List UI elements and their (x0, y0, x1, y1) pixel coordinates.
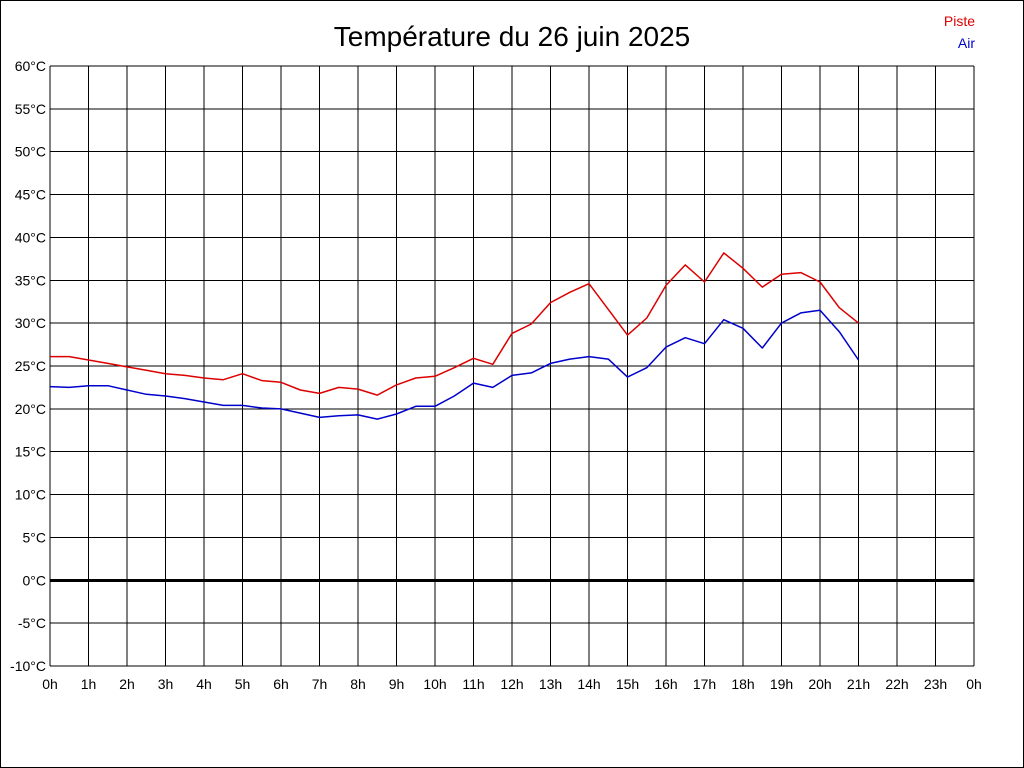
y-tick-label: 50°C (15, 144, 46, 160)
y-tick-label: 30°C (15, 315, 46, 331)
x-tick-label: 19h (770, 676, 793, 692)
x-tick-label: 22h (885, 676, 908, 692)
x-tick-label: 14h (577, 676, 600, 692)
x-tick-label: 11h (462, 676, 484, 692)
chart-title: Température du 26 juin 2025 (334, 21, 690, 52)
legend: Piste Air (944, 13, 975, 51)
x-tick-label: 15h (616, 676, 639, 692)
x-tick-label: 20h (808, 676, 831, 692)
y-tick-label: 35°C (15, 272, 46, 288)
y-tick-label: 25°C (15, 358, 46, 374)
x-tick-label: 3h (158, 676, 174, 692)
x-tick-label: 16h (654, 676, 677, 692)
x-tick-label: 18h (731, 676, 754, 692)
x-tick-label: 13h (539, 676, 562, 692)
x-tick-label: 0h (966, 676, 982, 692)
legend-entry-piste: Piste (944, 13, 975, 29)
legend-entry-air: Air (958, 35, 975, 51)
series-line-piste (50, 252, 859, 396)
x-tick-label: 23h (924, 676, 947, 692)
x-tick-label: 2h (119, 676, 135, 692)
y-tick-label: 10°C (15, 487, 46, 503)
y-tick-label: 15°C (15, 444, 46, 460)
y-tick-labels: 60°C 55°C 50°C 45°C 40°C 35°C 30°C 25°C 20°C 15°C… (10, 58, 46, 674)
y-tick-label: -5°C (18, 615, 46, 631)
series-line-air (49, 309, 860, 420)
x-tick-labels: 0h 1h 2h 3h 4h 5h 6h 7h 8h 9h 10h 11h 12h 13h 14h 15h 16… (42, 676, 982, 692)
x-tick-label: 9h (389, 676, 405, 692)
x-tick-label: 10h (423, 676, 446, 692)
x-tick-label: 21h (847, 676, 870, 692)
x-tick-label: 5h (235, 676, 251, 692)
x-tick-label: 12h (500, 676, 523, 692)
y-tick-label: -10°C (10, 658, 46, 674)
x-tick-label: 6h (273, 676, 289, 692)
x-tick-label: 17h (693, 676, 716, 692)
x-tick-label: 7h (312, 676, 328, 692)
x-tick-label: 4h (196, 676, 212, 692)
x-tick-label: 0h (42, 676, 58, 692)
x-tick-label: 8h (350, 676, 366, 692)
y-tick-label: 20°C (15, 401, 46, 417)
y-tick-label: 5°C (23, 529, 47, 545)
y-tick-label: 45°C (15, 187, 46, 203)
y-tick-label: 0°C (23, 572, 47, 588)
series-lines (49, 252, 860, 420)
y-tick-label: 40°C (15, 229, 46, 245)
grid-lines (49, 65, 975, 667)
x-tick-label: 1h (81, 676, 97, 692)
y-tick-label: 60°C (15, 58, 46, 74)
y-tick-label: 55°C (15, 101, 46, 117)
